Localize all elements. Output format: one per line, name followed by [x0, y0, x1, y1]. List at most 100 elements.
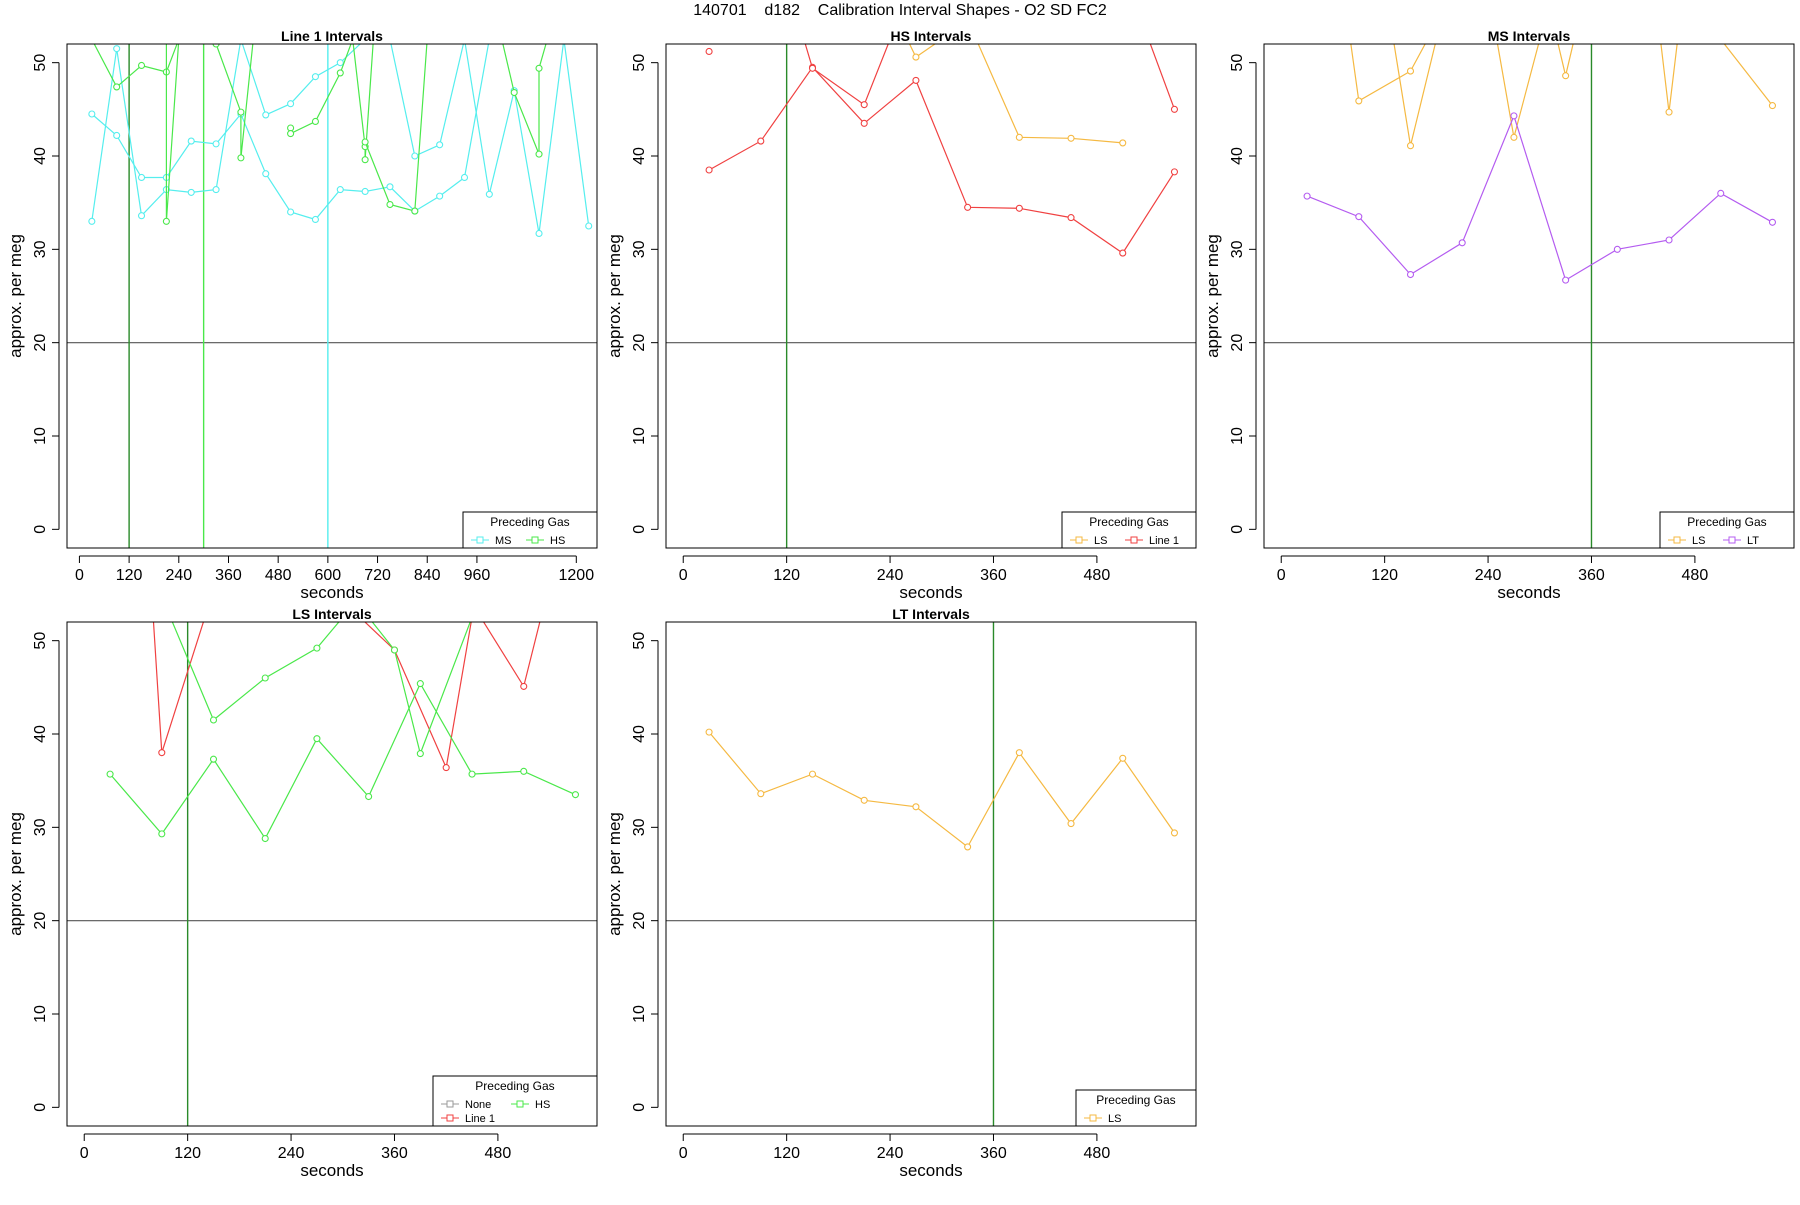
series-line-1	[705, 63, 1179, 257]
series-ls-point	[1067, 820, 1075, 828]
series-lt-point	[1303, 192, 1311, 200]
series-ms-point	[187, 188, 195, 196]
y-tick-label: 20	[32, 912, 49, 930]
x-tick-label: 120	[116, 567, 143, 584]
series-line-1-point	[520, 682, 528, 690]
legend-label: Line 1	[465, 1113, 495, 1125]
legend-title: Preceding Gas	[1096, 1093, 1175, 1107]
legend-swatch-marker	[476, 536, 484, 544]
plot-frame	[66, 621, 598, 1127]
x-axis: 0 120 240 360 480 seconds	[679, 1133, 1110, 1180]
series-ls	[977, 44, 1127, 147]
legend-entry-ms: MS	[471, 535, 512, 547]
plot-area	[67, 622, 597, 1126]
series-ls-point	[1170, 829, 1179, 837]
series-ls-point	[912, 803, 920, 811]
series-line-1-line	[708, 66, 1176, 254]
series-hs-point	[411, 207, 419, 215]
series-ms-point	[585, 222, 593, 230]
plot-frame	[665, 621, 1197, 1127]
legend-label: LS	[1108, 1113, 1121, 1125]
legend: Preceding Gas MS HS	[462, 511, 598, 549]
legend-label: None	[465, 1099, 491, 1111]
series-lt-point	[1458, 239, 1466, 247]
x-tick-label: 120	[174, 1145, 201, 1162]
y-tick-label: 0	[32, 1103, 49, 1112]
series-lt-point	[1768, 218, 1777, 226]
series-hs-point	[237, 108, 245, 116]
legend-entry-lt: LT	[1723, 535, 1759, 547]
legend-title: Preceding Gas	[475, 1079, 554, 1093]
series-hs-point	[209, 716, 218, 724]
x-axis: 0 120 240 360 480 600 720 840 960 1200 seconds	[75, 555, 595, 602]
legend-swatch-marker	[516, 1100, 524, 1108]
series-hs-point	[158, 830, 166, 838]
series-ms-point	[311, 215, 319, 224]
series-line-1-point	[860, 101, 868, 109]
y-tick-label: 10	[32, 1005, 49, 1023]
series-hs-point	[261, 834, 269, 843]
y-tick-label: 30	[1229, 240, 1246, 258]
x-tick-label: 480	[1682, 567, 1709, 584]
series-ls-point	[1119, 139, 1127, 147]
series-hs-line	[109, 682, 576, 840]
y-tick-label: 0	[631, 525, 648, 534]
legend-box	[1061, 511, 1197, 549]
series-hs	[162, 44, 180, 225]
plot-frame	[665, 43, 1197, 549]
series-lt-point	[1717, 189, 1725, 197]
y-tick-label: 10	[1229, 427, 1246, 445]
series-line-1-line	[1149, 44, 1176, 110]
series-hs-line	[352, 44, 374, 160]
y-axis: 0 10 20 30 40 50 approx. per meg	[605, 632, 659, 1112]
x-tick-label: 1200	[559, 567, 595, 584]
series-hs-point	[106, 770, 114, 778]
x-tick-label: 360	[381, 1145, 408, 1162]
series-hs-point	[313, 735, 321, 743]
series-ls-line	[708, 731, 1175, 848]
series-ls-line	[1557, 44, 1574, 76]
series-line-1-line	[364, 622, 472, 770]
legend-entry-ls: LS	[1668, 535, 1705, 547]
plot-area	[666, 622, 1196, 1126]
series-ms-point	[113, 45, 121, 53]
legend: Preceding Gas LS Line 1	[1061, 511, 1197, 549]
series-ls-point	[1015, 749, 1023, 757]
legend-box	[1075, 1089, 1197, 1127]
series-hs-point	[535, 64, 543, 72]
series-ls-point	[1355, 97, 1363, 105]
x-tick-label: 720	[364, 567, 391, 584]
y-tick-label: 30	[32, 240, 49, 258]
plot-area	[666, 44, 1196, 548]
y-tick-label: 50	[32, 632, 49, 650]
series-line-1-point	[1119, 249, 1127, 257]
series-ms-point	[88, 217, 96, 225]
legend-swatch-marker	[1075, 536, 1083, 544]
series-ls-point	[1510, 133, 1518, 141]
y-tick-label: 30	[32, 818, 49, 836]
y-tick-label: 20	[32, 334, 49, 352]
plot-frame	[1263, 43, 1795, 549]
series-lt-point	[1613, 245, 1621, 253]
series-line-1-point	[964, 203, 972, 211]
series-line-1	[152, 622, 205, 757]
x-tick-label: 0	[1277, 567, 1286, 584]
y-tick-label: 10	[631, 427, 648, 445]
plot-area	[67, 44, 597, 548]
series-hs-point	[571, 791, 580, 799]
series-ms-point	[113, 131, 121, 140]
series-hs	[502, 44, 547, 158]
series-hs-point	[336, 69, 344, 77]
y-tick-label: 40	[32, 725, 49, 743]
series-line-1	[1149, 44, 1179, 113]
series-line-1-point	[808, 64, 817, 72]
series-ls-line	[1350, 44, 1426, 102]
series-ls-point	[808, 770, 817, 778]
series-ms-point	[535, 229, 543, 238]
plot-frame	[66, 43, 598, 549]
x-tick-label: 480	[485, 1145, 512, 1162]
x-tick-label: 240	[877, 567, 904, 584]
series-ls-line	[1393, 44, 1436, 146]
series-line-1	[705, 47, 713, 56]
series-hs	[352, 44, 374, 164]
